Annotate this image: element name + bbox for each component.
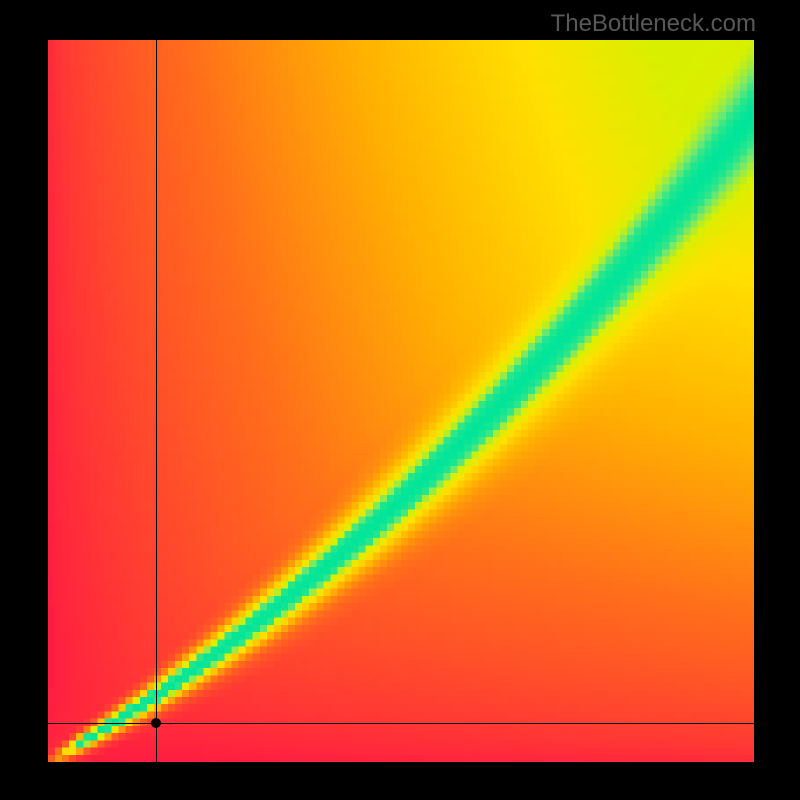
watermark-text: TheBottleneck.com — [551, 10, 756, 38]
crosshair-vertical — [156, 40, 157, 762]
bottleneck-heatmap — [48, 40, 754, 762]
chart-container: { "chart": { "type": "heatmap", "outer_w… — [0, 0, 800, 800]
crosshair-marker — [151, 718, 161, 728]
